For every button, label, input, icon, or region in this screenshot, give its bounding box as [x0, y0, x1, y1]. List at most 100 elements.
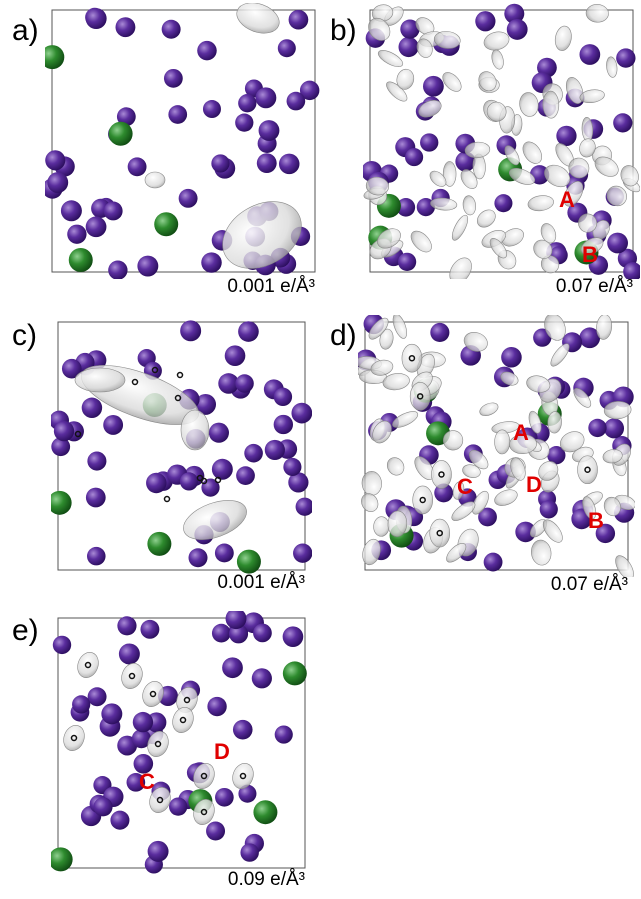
- atom: [423, 76, 444, 97]
- atom: [162, 20, 181, 39]
- atom: [67, 225, 86, 244]
- panel: e)0.09 e/Å³DC: [12, 608, 307, 890]
- atom: [209, 423, 229, 443]
- panel: b) 0.07 e/Å³ A B: [330, 3, 641, 297]
- atom: [430, 323, 449, 342]
- figure: a)0.001 e/Å³b)0.07 e/Å³ABc)0.001 e/Å³d)0…: [0, 0, 641, 899]
- panel: d)0.07 e/Å³ACDB: [330, 311, 637, 595]
- isosurface: [430, 519, 450, 547]
- panel-label: b): [330, 14, 357, 47]
- atom: [265, 440, 285, 460]
- atom: [117, 616, 136, 635]
- site-annotation: B: [582, 242, 598, 267]
- panel-label: d): [330, 319, 357, 352]
- atom: [119, 643, 140, 664]
- isosurface: [410, 382, 430, 410]
- atom: [259, 120, 280, 141]
- atom: [579, 44, 600, 65]
- atom: [45, 150, 65, 170]
- atom: [289, 10, 309, 30]
- isovalue-label: 0.09 e/Å³: [228, 869, 305, 890]
- isosurface: [413, 486, 433, 514]
- atom: [179, 189, 198, 208]
- panel-label: a): [12, 14, 39, 47]
- atom: [72, 695, 90, 713]
- atom: [146, 473, 166, 493]
- atom: [197, 41, 217, 61]
- panel: c) 0.001 e/Å³: [12, 319, 314, 593]
- atom: [405, 148, 423, 166]
- atom: [215, 544, 234, 563]
- atom: [291, 403, 312, 424]
- atom: [278, 39, 296, 57]
- atom: [201, 479, 219, 497]
- atom: [154, 212, 178, 236]
- panel-label: c): [12, 319, 37, 352]
- atom: [148, 841, 169, 862]
- atom: [274, 415, 293, 434]
- atom: [222, 657, 243, 678]
- atom: [287, 92, 306, 111]
- atom: [140, 620, 159, 639]
- atom: [274, 388, 292, 406]
- atom: [133, 712, 153, 732]
- atom: [296, 498, 314, 516]
- atom: [398, 37, 418, 57]
- atom: [206, 821, 225, 840]
- site-annotation: C: [139, 769, 155, 794]
- atom: [244, 444, 263, 463]
- atom: [255, 87, 276, 108]
- atom: [233, 720, 253, 740]
- atom: [253, 624, 272, 643]
- atom: [279, 154, 300, 175]
- atom: [147, 532, 171, 556]
- atom: [180, 320, 201, 341]
- atom: [494, 194, 512, 212]
- atom: [164, 69, 183, 88]
- isosurface: [578, 456, 598, 484]
- isovalue-label: 0.001 e/Å³: [227, 276, 315, 297]
- atom: [501, 347, 522, 368]
- atom: [101, 703, 122, 724]
- atom: [237, 550, 261, 574]
- atom: [238, 94, 256, 112]
- atom: [86, 488, 106, 508]
- atom: [215, 788, 234, 807]
- atom: [252, 668, 272, 688]
- atom: [104, 202, 123, 221]
- site-annotation: A: [513, 420, 529, 445]
- atom: [484, 553, 503, 572]
- site-annotation: A: [559, 187, 575, 212]
- site-annotation: D: [526, 472, 542, 497]
- atom: [616, 48, 635, 67]
- atom: [240, 843, 258, 861]
- atom: [169, 797, 187, 815]
- atom: [283, 626, 304, 647]
- atom: [420, 133, 438, 151]
- atom: [48, 491, 72, 515]
- isosurface: [75, 368, 125, 392]
- atom: [86, 216, 107, 237]
- atom: [507, 19, 528, 40]
- atom: [40, 45, 64, 69]
- atom: [275, 725, 293, 743]
- isovalue-label: 0.001 e/Å³: [217, 572, 305, 593]
- atom: [137, 256, 158, 277]
- atom: [61, 200, 82, 221]
- atom: [475, 11, 495, 31]
- atom: [115, 17, 135, 37]
- atom: [226, 608, 247, 629]
- atom: [88, 687, 107, 706]
- isovalue-label: 0.07 e/Å³: [556, 276, 633, 297]
- atom: [168, 105, 187, 124]
- atom: [86, 8, 107, 29]
- panel-label: e): [12, 614, 39, 647]
- atom: [283, 458, 301, 476]
- atom: [207, 697, 226, 716]
- isosurface: [181, 410, 209, 450]
- panel: a) 0.001 e/Å³: [12, 0, 319, 297]
- atom: [588, 419, 606, 437]
- atom: [189, 548, 208, 567]
- atom: [87, 452, 106, 471]
- atom: [110, 811, 129, 830]
